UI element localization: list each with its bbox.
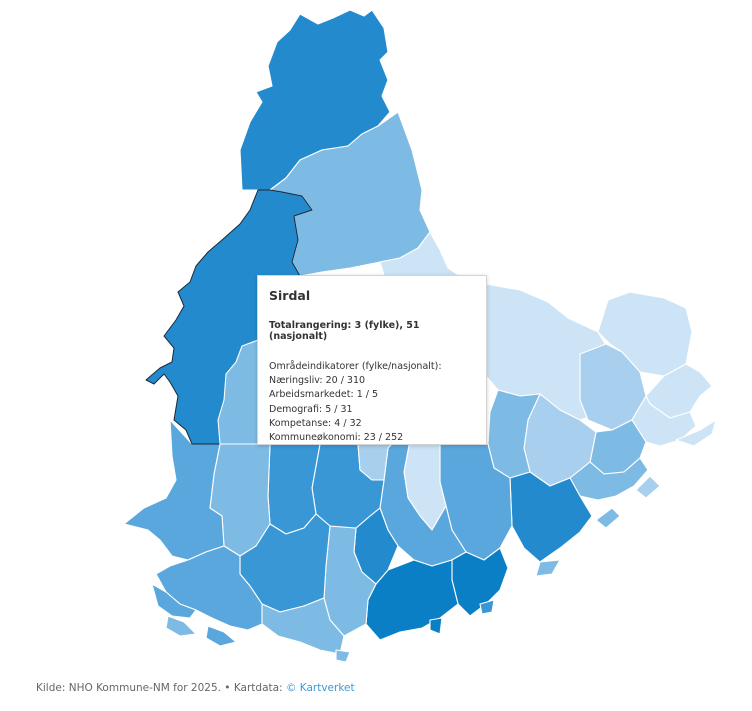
region-islet-2[interactable] xyxy=(205,625,237,647)
region-islet-9[interactable] xyxy=(429,617,443,635)
region-islet-8[interactable] xyxy=(675,419,717,447)
tooltip-indicator: Arbeidsmarkedet: 1 / 5 xyxy=(269,389,379,401)
region-farsund[interactable] xyxy=(155,545,263,631)
region-coast-mid-1[interactable] xyxy=(509,471,593,563)
region-sw-islands[interactable] xyxy=(151,583,197,619)
region-aseral[interactable] xyxy=(217,339,259,445)
kartverket-link[interactable]: © Kartverket xyxy=(285,682,355,694)
source-text: Kilde: NHO Kommune-NM for 2025. • Kartda… xyxy=(36,682,286,694)
tooltip-total-ranking: Totalrangering: 3 (fylke), 51 (nasjonalt… xyxy=(269,320,420,342)
tooltip-title: Sirdal xyxy=(269,288,311,303)
region-mandal[interactable] xyxy=(261,597,345,655)
region-islet-1[interactable] xyxy=(165,615,197,637)
region-coast-islands-east[interactable] xyxy=(569,457,649,501)
region-islet-4[interactable] xyxy=(479,599,495,615)
region-sirdal[interactable] xyxy=(145,189,313,445)
tooltip-indicator: Demografi: 5 / 31 xyxy=(269,403,353,415)
region-islet-3[interactable] xyxy=(335,649,351,663)
region-islet-7[interactable] xyxy=(635,475,661,499)
tooltip-indicator: Kommuneøkonomi: 23 / 252 xyxy=(269,432,404,444)
region-tooltip: Sirdal Totalrangering: 3 (fylke), 51 (na… xyxy=(257,275,487,445)
source-footer: Kilde: NHO Kommune-NM for 2025. • Kartda… xyxy=(36,682,355,694)
region-islet-6[interactable] xyxy=(595,507,621,529)
tooltip-indicator: Kompetanse: 4 / 32 xyxy=(269,417,362,429)
region-east-coast-1[interactable] xyxy=(631,395,697,447)
tooltip-indicator: Næringsliv: 20 / 310 xyxy=(269,375,366,387)
region-islet-5[interactable] xyxy=(535,559,561,577)
region-flekkefjord[interactable] xyxy=(123,419,225,561)
tooltip-section-heading: Områdeindikatorer (fylke/nasjonalt): xyxy=(269,361,442,372)
